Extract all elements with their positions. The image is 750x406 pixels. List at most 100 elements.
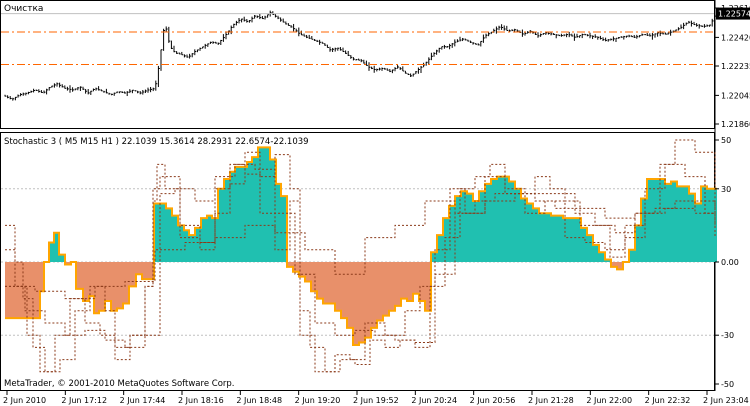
histogram-bar bbox=[665, 183, 671, 262]
histogram-bar bbox=[503, 176, 509, 262]
histogram-bar bbox=[83, 262, 89, 302]
time-tick-label: 2 Jun 22:00 bbox=[586, 396, 632, 405]
histogram-bar bbox=[695, 203, 701, 262]
current-price-badge bbox=[716, 7, 750, 20]
histogram-bar bbox=[653, 179, 659, 262]
histogram-bar bbox=[299, 262, 305, 277]
histogram-bar bbox=[701, 186, 707, 262]
indicator-tick-label: 0.00 bbox=[721, 258, 739, 267]
histogram-bar bbox=[189, 235, 195, 262]
price-axis: 1.226101.224201.222351.220451.218601.225… bbox=[1, 4, 750, 129]
histogram-bar bbox=[455, 196, 461, 262]
histogram-bar bbox=[142, 262, 148, 280]
stochastic-histogram bbox=[5, 146, 717, 346]
histogram-bar bbox=[533, 208, 539, 262]
histogram-bar bbox=[160, 203, 166, 262]
histogram-bar bbox=[383, 262, 389, 316]
indicator-tick-label: -30 bbox=[721, 331, 734, 340]
indicator-axis: 50 30 0.00 -30 -50 bbox=[715, 136, 739, 389]
histogram-bar bbox=[195, 227, 201, 262]
histogram-bar bbox=[341, 262, 347, 319]
indicator-panel-label: Stochastic 3 ( M5 M15 H1 ) 22.1039 15.36… bbox=[4, 137, 309, 147]
histogram-bar bbox=[287, 262, 293, 267]
histogram-bar bbox=[89, 262, 94, 297]
histogram-bar bbox=[94, 262, 99, 314]
histogram-bar bbox=[545, 213, 551, 262]
price-bars bbox=[4, 10, 717, 101]
histogram-bar bbox=[353, 262, 359, 345]
histogram-bar bbox=[49, 242, 54, 262]
price-tick-label: 1.21860 bbox=[721, 120, 750, 129]
histogram-bar bbox=[677, 186, 683, 262]
histogram-bar bbox=[515, 188, 521, 262]
stochastic-lines bbox=[5, 139, 716, 373]
histogram-bar bbox=[689, 193, 695, 262]
histogram-bar bbox=[449, 205, 455, 262]
histogram-bar bbox=[184, 230, 189, 262]
histogram-bar bbox=[207, 215, 212, 262]
histogram-bar bbox=[201, 218, 207, 262]
histogram-bar bbox=[551, 215, 557, 262]
histogram-bar bbox=[329, 262, 335, 304]
histogram-bar bbox=[76, 262, 83, 289]
histogram-bar bbox=[467, 193, 473, 262]
histogram-bar bbox=[419, 262, 425, 302]
histogram-bar bbox=[707, 188, 713, 262]
histogram-bar bbox=[154, 203, 160, 262]
histogram-bar bbox=[485, 183, 491, 262]
histogram-bar bbox=[276, 183, 281, 262]
histogram-bar bbox=[129, 262, 136, 287]
histogram-bar bbox=[65, 262, 71, 265]
histogram-bar bbox=[235, 166, 241, 262]
time-tick-label: 2 Jun 18:48 bbox=[236, 396, 282, 405]
stochastic-line bbox=[5, 193, 716, 300]
time-axis: 2 Jun 2010 2 Jun 17:12 2 Jun 17:44 2 Jun 18… bbox=[3, 391, 749, 405]
current-price-label: 1.22574 bbox=[718, 10, 750, 19]
stochastic-line bbox=[5, 163, 716, 348]
histogram-bar bbox=[461, 191, 467, 262]
histogram-bar bbox=[509, 181, 515, 262]
indicator-tick-label: 30 bbox=[721, 185, 731, 194]
histogram-bar bbox=[599, 252, 605, 262]
histogram-bar bbox=[437, 235, 443, 262]
histogram-bar bbox=[247, 161, 252, 262]
indicator-tick-label: -50 bbox=[721, 380, 734, 389]
histogram-bar bbox=[611, 262, 617, 267]
histogram-bar bbox=[587, 235, 593, 262]
time-tick-label: 2 Jun 18:16 bbox=[178, 396, 224, 405]
histogram-bar bbox=[479, 191, 485, 262]
time-tick-label: 2 Jun 23:04 bbox=[703, 396, 749, 405]
price-tick-label: 1.22420 bbox=[721, 33, 750, 42]
price-panel-label: Очистка bbox=[4, 4, 43, 14]
histogram-bar bbox=[683, 186, 689, 262]
histogram-bar bbox=[54, 232, 59, 262]
histogram-bar bbox=[270, 159, 276, 262]
histogram-bar bbox=[59, 254, 65, 262]
time-tick-label: 2 Jun 20:24 bbox=[411, 396, 457, 405]
histogram-bar bbox=[581, 227, 587, 262]
histogram-bar bbox=[178, 225, 184, 262]
histogram-bar bbox=[659, 179, 665, 262]
histogram-bar bbox=[241, 166, 247, 262]
time-tick-label: 2 Jun 22:32 bbox=[645, 396, 691, 405]
histogram-bar bbox=[473, 201, 479, 262]
histogram-bar bbox=[5, 262, 40, 319]
histogram-bar bbox=[281, 196, 287, 262]
watermark: MetaTrader, © 2001-2010 MetaQuotes Softw… bbox=[4, 379, 234, 389]
time-tick-label: 2 Jun 20:56 bbox=[470, 396, 516, 405]
histogram-bar bbox=[218, 188, 224, 262]
histogram-bar bbox=[647, 179, 653, 262]
histogram-bar bbox=[252, 157, 258, 262]
histogram-bar bbox=[117, 262, 123, 309]
histogram-bar bbox=[377, 262, 383, 321]
histogram-bar bbox=[136, 262, 142, 275]
histogram-bar bbox=[311, 262, 317, 292]
histogram-bar bbox=[497, 176, 503, 262]
histogram-bar bbox=[148, 262, 154, 280]
time-tick-label: 2 Jun 17:12 bbox=[61, 396, 107, 405]
histogram-bar bbox=[593, 244, 599, 262]
histogram-bar bbox=[563, 218, 569, 262]
indicator-tick-label: 50 bbox=[721, 136, 731, 145]
